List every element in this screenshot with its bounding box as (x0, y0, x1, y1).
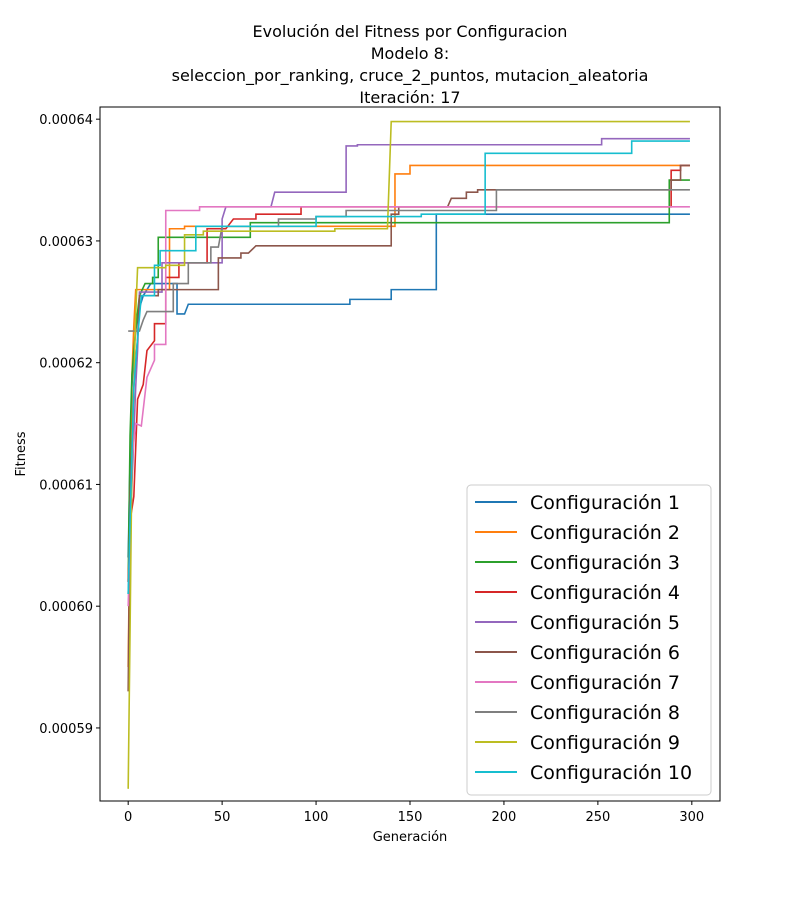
legend-label-6: Configuración 6 (530, 642, 680, 664)
series-line-3 (127, 179, 690, 582)
y-tick-label: 0.00064 (39, 113, 93, 128)
legend-box (466, 484, 712, 796)
legend-label-9: Configuración 9 (530, 732, 680, 754)
legend-label-5: Configuración 5 (530, 612, 680, 634)
x-tick-label: 50 (214, 810, 231, 825)
x-tick-label: 150 (398, 810, 423, 825)
y-tick-label: 0.00061 (39, 478, 93, 493)
x-tick-label: 250 (585, 810, 610, 825)
x-tick-label: 200 (492, 810, 517, 825)
y-tick-label: 0.00059 (39, 722, 93, 737)
x-axis-ticks: 0 50 100 150 200 250 300 (124, 801, 704, 825)
y-axis-ticks: 0.00059 0.00060 0.00061 0.00062 0.00063 0.000… (39, 113, 100, 737)
title-line: Evolución del Fitness por Configuracion (253, 22, 568, 41)
series-line-7 (127, 206, 690, 607)
title-line: Modelo 8: (371, 44, 449, 63)
legend-label-8: Configuración 8 (530, 702, 680, 724)
legend: Configuración 1 Configuración 2 Configurac… (466, 484, 712, 796)
y-tick-label: 0.00062 (39, 357, 93, 372)
title-line: Iteración: 17 (359, 88, 460, 107)
x-tick-label: 0 (124, 810, 132, 825)
series-line-8 (128, 188, 690, 332)
chart-title: Evolución del Fitness por Configuracion M… (172, 22, 649, 107)
legend-label-4: Configuración 4 (530, 582, 680, 604)
y-axis-label: Fitness (14, 431, 29, 476)
legend-label-2: Configuración 2 (530, 522, 680, 544)
series-line-10 (127, 140, 690, 595)
title-line: seleccion_por_ranking, cruce_2_puntos, m… (172, 66, 649, 86)
y-tick-label: 0.00063 (39, 235, 93, 250)
y-tick-label: 0.00060 (39, 600, 93, 615)
x-tick-label: 300 (679, 810, 704, 825)
legend-label-1: Configuración 1 (530, 492, 680, 514)
series-lines (127, 120, 690, 789)
legend-label-7: Configuración 7 (530, 672, 680, 694)
legend-label-10: Configuración 10 (530, 762, 692, 784)
x-axis-label: Generación (373, 830, 448, 845)
legend-label-3: Configuración 3 (530, 552, 680, 574)
x-tick-label: 100 (304, 810, 329, 825)
